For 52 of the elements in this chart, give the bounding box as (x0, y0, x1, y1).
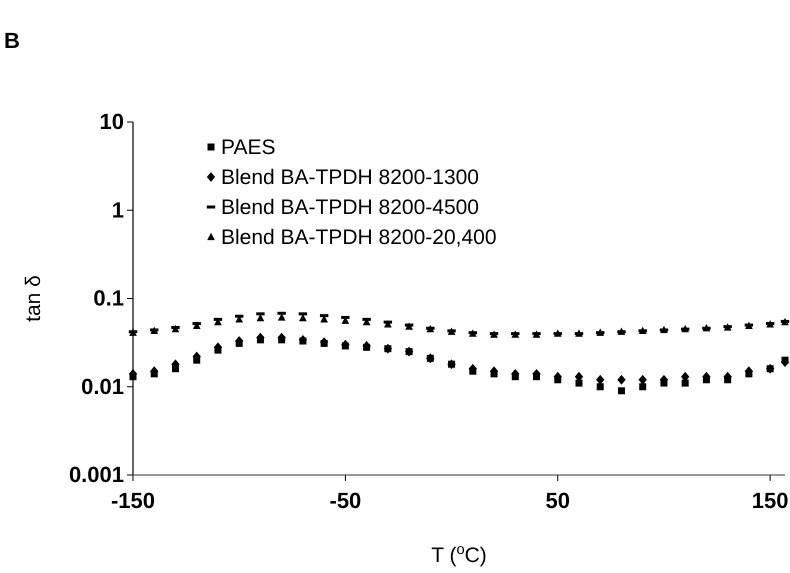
point (618, 387, 625, 394)
point (448, 328, 456, 335)
y-tick-label: 1 (112, 197, 124, 222)
point (724, 323, 732, 331)
point (596, 374, 604, 385)
point (150, 326, 158, 334)
point (681, 324, 690, 332)
text: B (4, 28, 20, 53)
point (129, 328, 137, 336)
point (320, 337, 328, 348)
point (341, 340, 350, 350)
point (702, 324, 710, 332)
x-tick-label: -150 (110, 488, 156, 514)
y-tick-label: 0.01 (81, 374, 124, 399)
y-axis-title: tan δ (22, 275, 45, 322)
point (298, 334, 308, 345)
point (532, 330, 540, 338)
point (384, 320, 392, 328)
point (490, 330, 498, 338)
x-tick-label: 150 (752, 488, 788, 514)
point (362, 341, 371, 351)
point (468, 329, 477, 337)
y-tick-label: 0.1 (93, 286, 124, 311)
point (638, 326, 647, 334)
point (575, 329, 583, 337)
point (596, 383, 604, 390)
point (362, 318, 370, 326)
point (192, 322, 201, 329)
legend-label: Blend BA-TPDH 8200-4500 (221, 196, 479, 219)
point (575, 380, 582, 387)
point (682, 380, 689, 387)
point (660, 326, 668, 334)
point (172, 324, 180, 332)
point (638, 374, 647, 385)
y-tick-label: 0.001 (68, 462, 124, 488)
point (554, 329, 562, 337)
point (781, 318, 789, 326)
point (214, 318, 222, 326)
legend-label: Blend BA-TPDH 8200-1300 (221, 166, 479, 189)
point (618, 328, 626, 335)
point (639, 383, 646, 390)
x-axis-title: T ($^{o}$C) (431, 542, 487, 567)
point (596, 328, 604, 336)
point (617, 374, 626, 385)
x-tick-label: -50 (329, 488, 362, 514)
point (511, 330, 520, 338)
point (426, 324, 434, 332)
legend-label: Blend BA-TPDH 8200-20,400 (221, 226, 496, 249)
y-tick-label: 10 (100, 109, 124, 134)
x-tick-label: 50 (546, 488, 570, 514)
point (405, 322, 413, 330)
legend-label: PAES (221, 136, 276, 159)
